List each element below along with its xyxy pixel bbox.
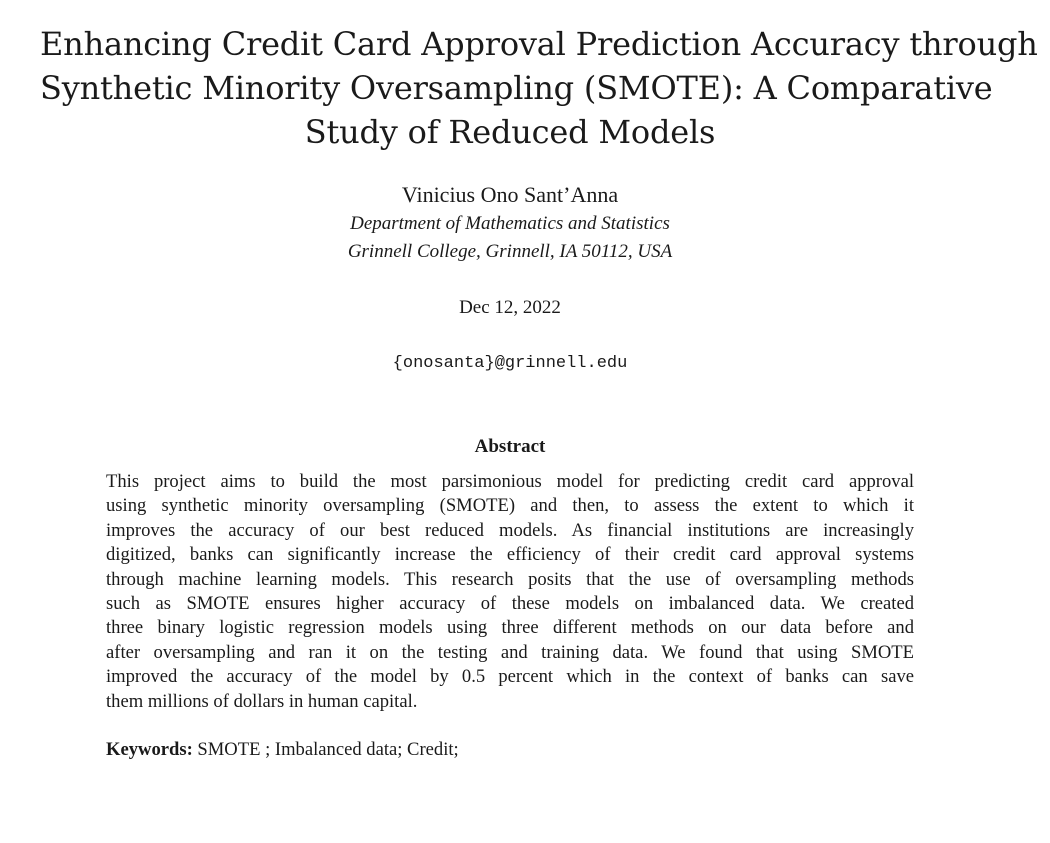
abstract-heading: Abstract bbox=[474, 436, 546, 457]
affiliation-institution: Grinnell College, Grinnell, IA 50112, US… bbox=[347, 241, 673, 262]
abstract-line: using synthetic minority oversampling (S… bbox=[106, 495, 914, 517]
abstract-line: three binary logistic regression models … bbox=[106, 617, 914, 639]
abstract-line: through machine learning models. This re… bbox=[106, 568, 914, 590]
author-email: {onosanta}@grinnell.edu bbox=[392, 354, 628, 373]
author-name: Vinicius Ono Sant’Anna bbox=[401, 182, 619, 207]
abstract-line: them millions of dollars in human capita… bbox=[106, 690, 418, 712]
abstract-line: improved the accuracy of the model by 0.… bbox=[106, 666, 914, 688]
author-block: Vinicius Ono Sant’Anna Department of Mat… bbox=[160, 180, 860, 266]
title-line-1: Enhancing Credit Card Approval Predictio… bbox=[40, 25, 1038, 63]
abstract-line: such as SMOTE ensures higher accuracy of… bbox=[106, 593, 914, 615]
abstract-line: improves the accuracy of our best reduce… bbox=[106, 519, 914, 541]
abstract-line: This project aims to build the most pars… bbox=[106, 471, 914, 492]
keywords: Keywords: SMOTE ; Imbalanced data; Credi… bbox=[106, 737, 914, 763]
abstract-line: after oversampling and ran it on the tes… bbox=[106, 641, 914, 663]
affiliation-department: Department of Mathematics and Statistics bbox=[350, 213, 670, 234]
title-line-3: Study of Reduced Models bbox=[304, 113, 716, 151]
paper-date: Dec 12, 2022 bbox=[459, 297, 561, 318]
keywords-label: Keywords: bbox=[106, 739, 193, 760]
abstract-body: This project aims to build the most pars… bbox=[106, 470, 914, 714]
keywords-text: SMOTE ; Imbalanced data; Credit; bbox=[197, 739, 459, 760]
paper-title: Enhancing Credit Card Approval Predictio… bbox=[40, 22, 1038, 154]
title-line-2: Synthetic Minority Oversampling (SMOTE):… bbox=[40, 69, 993, 107]
abstract-line: digitized, banks can significantly incre… bbox=[106, 544, 914, 566]
